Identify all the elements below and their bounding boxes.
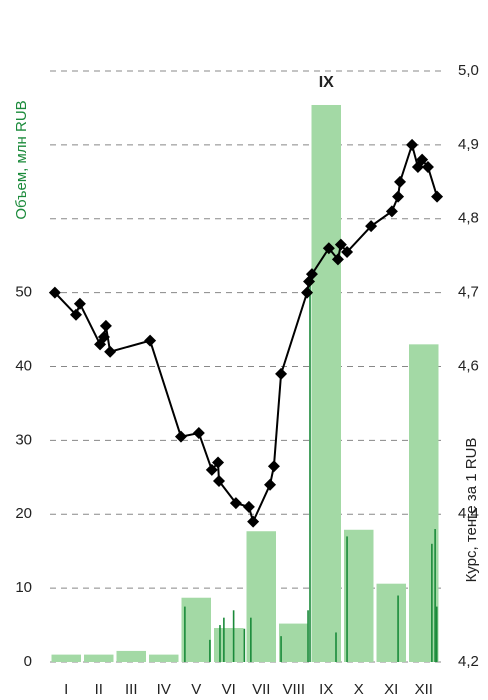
rate-marker [431, 190, 444, 203]
daily-bar [309, 277, 311, 662]
daily-bar [184, 606, 186, 662]
x-tick-label: I [64, 681, 68, 698]
daily-bar [434, 529, 436, 662]
rate-marker [385, 205, 398, 218]
x-tick-label: IV [157, 681, 171, 698]
rate-marker [192, 426, 205, 439]
y2-tick-label: 4,7 [458, 284, 479, 301]
daily-bar [243, 628, 246, 662]
daily-bar [346, 536, 348, 662]
y-tick-label: 50 [15, 284, 32, 301]
month-bar [344, 529, 374, 662]
daily-bar [223, 617, 225, 662]
y2-tick-label: 4,6 [458, 357, 479, 374]
rate-marker [144, 334, 157, 347]
rate-marker [174, 430, 187, 443]
rate-line [54, 141, 439, 525]
month-bar [84, 654, 114, 662]
rate-marker [275, 367, 288, 380]
daily-bar [250, 617, 252, 662]
y-tick-label: 0 [24, 653, 32, 670]
rate-marker [341, 245, 354, 258]
x-tick-label: XII [415, 681, 433, 698]
y-tick-label: 10 [15, 579, 32, 596]
x-tick-label: VII [252, 681, 270, 698]
month-bar [376, 583, 406, 662]
y2-tick-label: 4,4 [458, 505, 479, 522]
x-tick-label: VIII [282, 681, 305, 698]
rate-marker [392, 190, 405, 203]
rate-marker [322, 242, 335, 255]
month-bar [214, 628, 244, 662]
y2-axis-label: Курс, тенге за 1 RUB [463, 438, 480, 583]
y-tick-label: 30 [15, 431, 32, 448]
rate-marker [104, 345, 117, 358]
daily-bar [397, 595, 399, 662]
rate-marker [334, 238, 347, 251]
rate-marker [229, 497, 242, 510]
rate-marker [212, 456, 225, 469]
rate-marker [70, 308, 82, 321]
rate-marker [301, 286, 314, 299]
daily-bar [280, 636, 282, 662]
rate-marker [394, 175, 407, 188]
rate-marker [365, 220, 378, 233]
x-tick-label: V [191, 681, 201, 698]
month-bar [149, 654, 179, 662]
rate-marker [331, 253, 344, 266]
daily-bar [431, 543, 433, 662]
rate-marker [406, 138, 419, 151]
daily-bar [307, 610, 309, 662]
y2-tick-label: 4,2 [458, 653, 479, 670]
month-bar [311, 104, 341, 663]
y-tick-label: 40 [15, 357, 32, 374]
rate-marker [205, 463, 218, 476]
rate-marker [73, 297, 86, 310]
x-tick-label: III [125, 681, 138, 698]
annotation: IX [319, 74, 334, 91]
rate-marker [247, 515, 260, 528]
month-bar [116, 650, 146, 662]
daily-bar [335, 632, 337, 662]
daily-bar [219, 625, 221, 662]
month-bar [279, 623, 309, 662]
rate-marker [48, 286, 61, 299]
x-tick-label: XI [384, 681, 398, 698]
month-bar [51, 654, 81, 662]
month-bar [181, 597, 211, 662]
daily-bar [209, 639, 211, 662]
rate-marker [416, 153, 429, 166]
y-tick-label: 20 [15, 505, 32, 522]
rate-marker [242, 500, 255, 513]
y2-tick-label: 4,8 [458, 210, 479, 227]
x-tick-label: II [95, 681, 103, 698]
rate-marker [97, 330, 110, 343]
rate-marker [305, 268, 318, 281]
x-tick-label: IX [319, 681, 333, 698]
y-axis-label: Объем, млн RUB [13, 100, 30, 219]
rate-marker [267, 460, 280, 473]
daily-bar [435, 606, 438, 662]
rate-marker [264, 478, 277, 491]
y2-tick-label: 5,0 [458, 62, 479, 79]
x-tick-label: VI [222, 681, 236, 698]
rate-marker [421, 161, 434, 174]
y2-tick-label: 4,9 [458, 136, 479, 153]
rate-marker [99, 319, 112, 332]
rate-marker [213, 475, 225, 488]
month-bar [409, 344, 439, 662]
x-tick-label: X [354, 681, 364, 698]
daily-bar [232, 610, 235, 662]
